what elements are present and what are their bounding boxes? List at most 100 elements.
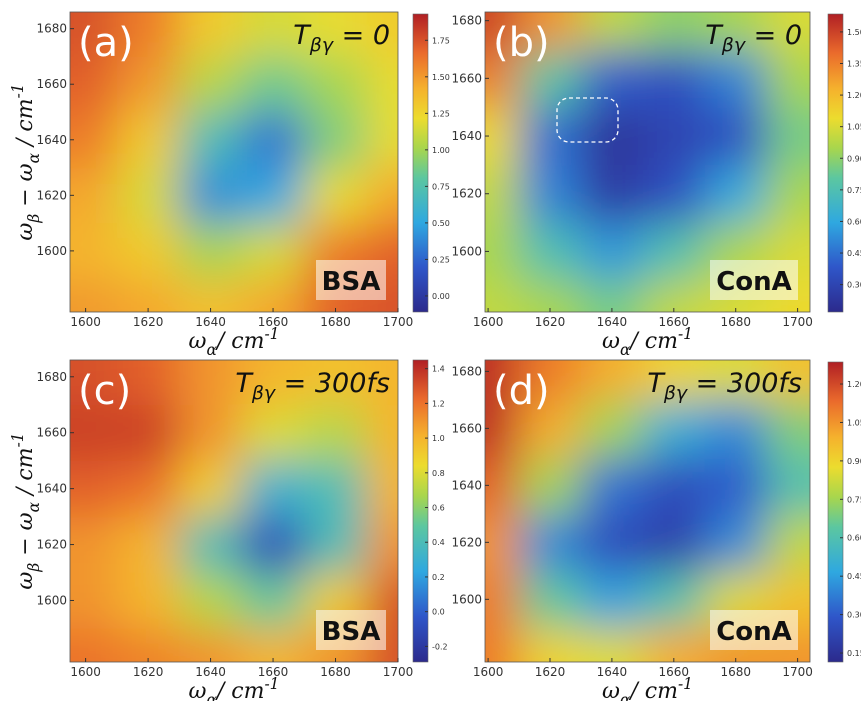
cell [116, 223, 180, 280]
cell [241, 112, 305, 169]
cell [642, 49, 706, 108]
text-part: ω [602, 679, 620, 701]
text-part: -1 [678, 675, 693, 693]
text-part: βγ [251, 382, 276, 404]
y-tick-label: 1640 [36, 482, 67, 496]
y-tick-label: 1620 [451, 187, 482, 201]
colorbar-tick-label: 1.00 [432, 146, 450, 155]
x-tick-label: 1700 [782, 315, 813, 329]
colorbar-tick-label: 1.50 [847, 28, 861, 37]
cell [642, 456, 706, 515]
cell [580, 222, 644, 281]
text-part: β [25, 214, 43, 224]
x-tick-label: 1700 [782, 665, 813, 679]
heatmap [70, 12, 398, 312]
plot-frame [69, 11, 399, 313]
cell [241, 360, 305, 406]
x-tick-label: 1680 [320, 315, 351, 329]
colorbar-tick-label: 0.30 [847, 281, 861, 290]
colorbar-tick-label: 0.60 [847, 534, 861, 543]
cell [704, 107, 768, 166]
text-part: − ω [13, 512, 38, 562]
panel-title: Tβγ = 0 [293, 20, 390, 56]
colorbar-tick-label: 0.00 [432, 292, 450, 301]
text-part: -1 [9, 432, 27, 447]
text-part: βγ [309, 34, 334, 56]
x-tick-label: 1660 [659, 315, 690, 329]
cell [366, 360, 398, 406]
cell [704, 164, 768, 224]
text-part: ω [13, 223, 38, 241]
cell [704, 456, 768, 515]
colorbar-tick-label: 0.6 [432, 504, 445, 513]
y-tick-label: 1620 [36, 538, 67, 552]
text-part: -1 [9, 83, 27, 98]
cell [241, 223, 305, 280]
cell [642, 12, 706, 50]
text-part: T [293, 20, 312, 51]
text-part: α [206, 691, 217, 701]
x-tick-label: 1620 [133, 315, 164, 329]
colorbar-tick-label: 1.50 [432, 73, 450, 82]
cell [116, 460, 180, 518]
colorbar-tick-label: 0.90 [847, 154, 861, 163]
cell [179, 167, 243, 224]
x-tick-label: 1640 [597, 315, 628, 329]
panel-label: (d) [493, 368, 550, 414]
cell [304, 404, 368, 462]
text-part: / cm [13, 447, 38, 502]
cell [241, 628, 305, 662]
cell [366, 460, 398, 518]
cell [766, 360, 810, 401]
text-part: -1 [678, 325, 693, 343]
cell [766, 513, 810, 572]
colorbar-tick-label: 1.05 [847, 123, 861, 132]
x-tick-label: 1660 [258, 315, 289, 329]
x-tick-label: 1640 [195, 315, 226, 329]
x-axis-label: ωα/ cm-1 [189, 325, 280, 359]
cell [485, 456, 520, 515]
plot-frame [69, 359, 399, 663]
cell [366, 167, 398, 224]
cell [241, 404, 305, 462]
cell [304, 360, 368, 406]
cell [704, 49, 768, 108]
cell [366, 112, 398, 169]
cell [70, 572, 118, 629]
cell [116, 278, 180, 312]
cell [766, 107, 810, 166]
cell [766, 399, 810, 458]
colorbar-tick-label: 0.0 [432, 608, 445, 617]
sample-label: ConA [716, 267, 792, 297]
sample-box [316, 260, 386, 300]
y-tick-label: 1600 [451, 592, 482, 606]
cell [179, 12, 243, 57]
text-part: T [647, 368, 666, 399]
y-tick-label: 1600 [36, 593, 67, 607]
panel-label: (a) [78, 20, 134, 66]
colorbar-tick-label: 0.15 [847, 649, 861, 658]
cell [519, 12, 582, 50]
y-tick-label: 1640 [451, 129, 482, 143]
cell [241, 572, 305, 629]
colorbar-tick-label: 1.05 [847, 418, 861, 427]
text-part: ω [189, 329, 207, 354]
colorbar [412, 13, 429, 313]
text-part: = 300fs [275, 368, 390, 399]
text-part: / cm [215, 329, 265, 354]
colorbar-tick-label: 1.20 [847, 380, 861, 389]
text-part: = 0 [745, 20, 802, 51]
y-tick-label: 1660 [451, 421, 482, 435]
x-axis-label: ωα/ cm-1 [602, 675, 693, 701]
text-part: β [25, 563, 43, 573]
cell [70, 167, 118, 224]
cell [642, 222, 706, 281]
panel-label: (b) [493, 20, 550, 66]
cell [580, 280, 644, 312]
y-tick-label: 1600 [36, 244, 67, 258]
panel-label: (c) [78, 368, 131, 414]
y-axis-label: ωβ − ωα / cm-1 [9, 83, 43, 240]
cell [179, 56, 243, 113]
cell [580, 12, 644, 50]
